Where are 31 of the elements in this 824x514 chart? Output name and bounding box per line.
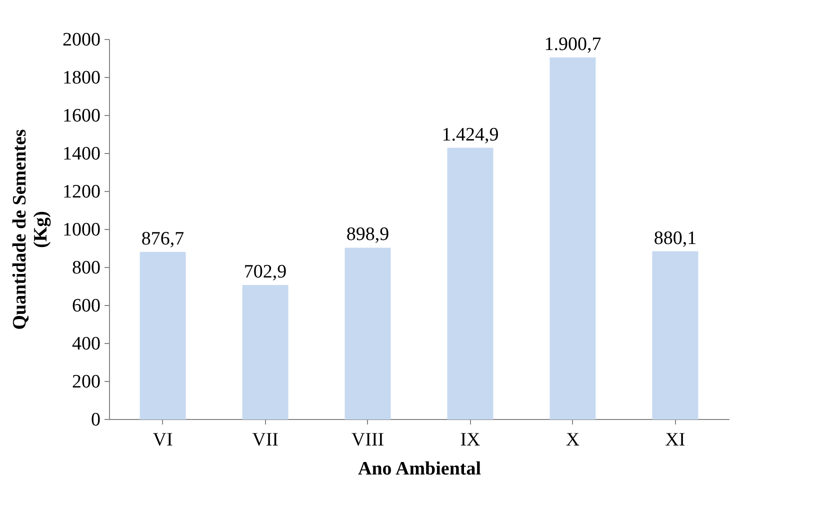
y-tick-label: 600 (72, 296, 100, 316)
data-label: 898,9 (346, 224, 390, 246)
x-tick-label: XI (665, 430, 686, 450)
data-label: 1.900,7 (544, 34, 602, 55)
bar (652, 251, 698, 420)
x-tick-label: X (566, 430, 580, 450)
y-tick-label: 0 (91, 410, 100, 430)
data-label: 876,7 (141, 228, 184, 250)
x-tick-label: IX (460, 430, 481, 450)
y-tick-label: 800 (72, 258, 100, 278)
y-tick-label: 1800 (62, 68, 100, 88)
y-tick-label: 1000 (62, 220, 100, 240)
y-tick-label: 1400 (62, 144, 100, 164)
y-tick-label: 200 (72, 372, 100, 392)
x-tick-label: VIII (351, 430, 384, 450)
data-label: 1.424,9 (442, 124, 499, 146)
y-tick-label: 1600 (62, 106, 100, 126)
x-tick-label: VII (252, 430, 278, 450)
bar (550, 57, 596, 420)
bar (242, 284, 288, 420)
data-label: 702,9 (244, 261, 287, 282)
bar (140, 252, 186, 420)
y-axis-title: Quantidade de Sementes (Kg) (10, 129, 52, 330)
y-tick-label: 2000 (62, 30, 100, 50)
x-tick-label: VI (152, 430, 173, 450)
data-label: 880,1 (654, 228, 697, 249)
y-tick-label: 1200 (62, 182, 100, 202)
bar (447, 148, 494, 420)
bar (344, 248, 391, 420)
y-tick-label: 400 (72, 334, 100, 354)
x-axis-title: Ano Ambiental (358, 458, 481, 480)
